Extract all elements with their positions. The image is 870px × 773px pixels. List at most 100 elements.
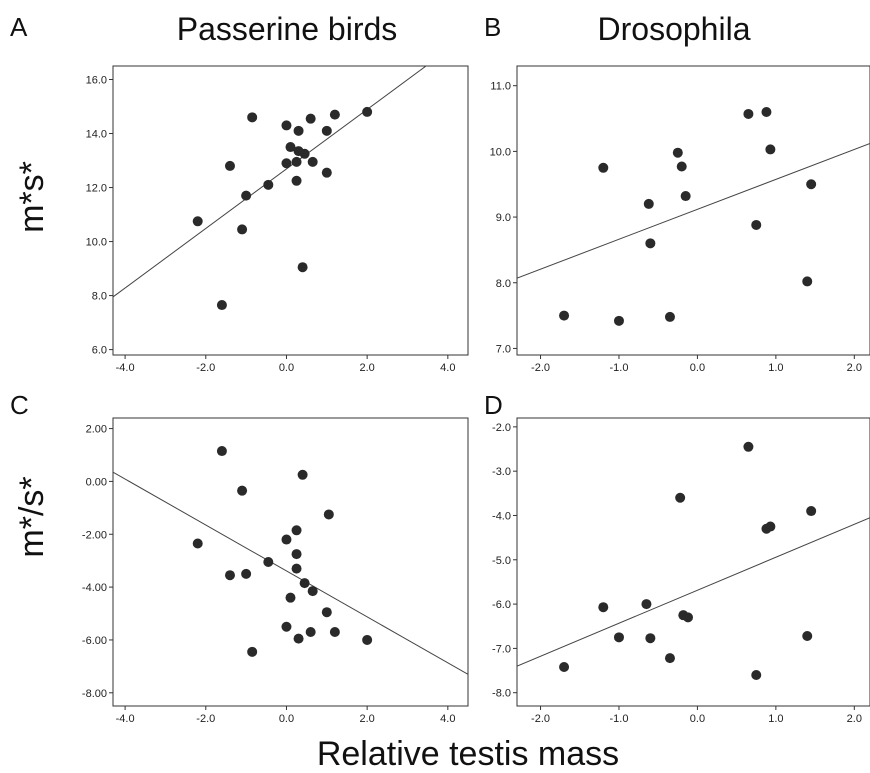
x-tick-label: -2.0 — [531, 362, 550, 374]
data-point — [237, 224, 248, 235]
x-tick-label: -2.0 — [196, 362, 215, 374]
data-point — [598, 162, 609, 173]
x-tick-label: 0.0 — [279, 362, 294, 374]
data-point — [297, 469, 308, 480]
data-point — [645, 238, 656, 249]
x-axis-title: Relative testis mass — [317, 735, 619, 773]
data-point — [664, 311, 675, 322]
plot-frame-B — [516, 65, 870, 356]
data-point — [291, 175, 302, 186]
data-point — [613, 315, 624, 326]
data-point — [192, 538, 203, 549]
x-tick-label: 0.0 — [690, 713, 705, 725]
y-tick-label: -6.0 — [492, 599, 511, 611]
data-point — [743, 108, 754, 119]
panel-A: A -4.0 -2.0 0.0 2.0 4.0 6.0 8.0 10.0 12.0 14.0 16.0 — [10, 12, 469, 374]
data-point — [806, 506, 817, 517]
data-point — [680, 191, 691, 202]
y-tick-label: 12.0 — [86, 183, 107, 195]
y-tick-label: 0.00 — [86, 476, 107, 488]
y-tick-label: -7.0 — [492, 643, 511, 655]
x-tick-label: 1.0 — [768, 713, 783, 725]
data-point — [216, 300, 227, 311]
data-point — [802, 276, 813, 287]
data-point — [641, 599, 652, 610]
plot-frame-C — [112, 417, 469, 707]
data-point — [765, 521, 776, 532]
data-point — [285, 142, 296, 153]
data-point — [247, 112, 258, 123]
data-point — [806, 179, 817, 190]
panel-D: D -2.0 -1.0 0.0 1.0 2.0 -8.0 -7.0 -6.0 -5.0 -4.0 -3… — [484, 390, 870, 725]
data-point — [291, 525, 302, 536]
data-point — [293, 125, 304, 136]
y-tick-label: -3.0 — [492, 466, 511, 478]
x-tick-label: -4.0 — [116, 713, 135, 725]
data-point — [307, 586, 318, 597]
x-tick-label: -1.0 — [609, 362, 628, 374]
data-point — [297, 262, 308, 273]
data-point — [765, 144, 776, 155]
y-tick-label: 8.0 — [92, 291, 107, 303]
data-point — [645, 633, 656, 644]
data-point — [321, 125, 332, 136]
data-point — [281, 158, 292, 169]
row-label-top: m*s* — [13, 161, 51, 233]
panels: A -4.0 -2.0 0.0 2.0 4.0 6.0 8.0 10.0 12.0 14.0 16.0… — [10, 12, 870, 725]
x-tick-label: 1.0 — [768, 362, 783, 374]
y-tick-label: -6.00 — [82, 635, 107, 647]
data-point — [241, 190, 252, 201]
y-tick-label: 7.0 — [496, 343, 511, 355]
x-tick-label: 2.0 — [847, 362, 862, 374]
data-point — [676, 161, 687, 172]
data-point — [323, 509, 334, 520]
y-tick-label: 2.00 — [86, 424, 107, 436]
regression-line-A — [113, 66, 427, 298]
data-point — [281, 120, 292, 131]
data-point — [192, 216, 203, 227]
y-tick-label: 14.0 — [86, 129, 107, 141]
y-tick-label: 9.0 — [496, 212, 511, 224]
y-tick-label: 6.0 — [92, 345, 107, 357]
panel-letter-A: A — [10, 12, 28, 42]
data-point — [305, 113, 316, 124]
y-tick-label: -4.0 — [492, 510, 511, 522]
x-tick-label: -4.0 — [116, 362, 135, 374]
data-point — [613, 632, 624, 643]
data-point — [263, 557, 274, 567]
data-point — [559, 310, 570, 321]
y-tick-label: -2.0 — [492, 422, 511, 434]
data-point — [559, 662, 570, 673]
x-tick-label: 2.0 — [359, 362, 374, 374]
y-tick-label: 8.0 — [496, 278, 511, 290]
data-point — [598, 602, 609, 613]
y-tick-label: 16.0 — [86, 75, 107, 87]
data-point — [291, 156, 302, 167]
x-tick-label: -2.0 — [531, 713, 550, 725]
y-tick-label: -8.00 — [82, 688, 107, 700]
panel-letter-C: C — [10, 390, 29, 420]
data-point — [751, 669, 762, 680]
y-tick-label: 10.0 — [490, 146, 511, 158]
data-point — [683, 612, 694, 623]
data-point — [664, 653, 675, 664]
x-tick-label: 2.0 — [847, 713, 862, 725]
data-point — [643, 198, 654, 209]
data-point — [224, 160, 235, 171]
data-point — [329, 627, 340, 638]
panel-letter-B: B — [484, 12, 501, 42]
column-title-passerine: Passerine birds — [177, 11, 398, 47]
data-point — [362, 634, 373, 645]
y-tick-label: -2.00 — [82, 529, 107, 541]
panel-C: C -4.0 -2.0 0.0 2.0 4.0 -8.00 -6.00 -4.00 -2.00 0.… — [10, 390, 469, 725]
data-point — [216, 446, 227, 457]
regression-line-D — [517, 517, 870, 667]
data-point — [237, 485, 248, 496]
data-point — [291, 549, 302, 560]
data-point — [281, 534, 292, 545]
data-point — [751, 219, 762, 230]
x-tick-label: 4.0 — [440, 362, 455, 374]
data-point — [321, 167, 332, 178]
y-tick-label: 11.0 — [490, 81, 511, 93]
row-label-bottom: m*/s* — [13, 476, 51, 557]
